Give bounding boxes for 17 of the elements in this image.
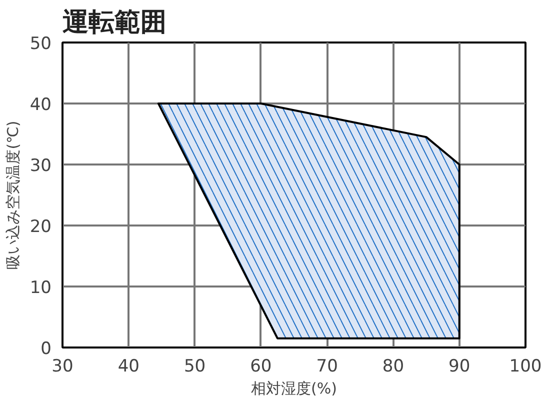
x-tick-label: 30 (52, 356, 74, 376)
y-tick-label: 50 (30, 34, 52, 54)
y-tick-label: 20 (30, 217, 52, 237)
y-tick-label: 40 (30, 95, 52, 115)
x-tick-label: 70 (316, 356, 338, 376)
x-tick-label: 60 (250, 356, 272, 376)
y-tick-label: 0 (40, 339, 52, 359)
x-tick-label: 90 (448, 356, 470, 376)
chart-title: 運転範囲 (62, 8, 166, 38)
x-tick-label: 80 (382, 356, 404, 376)
y-tick-label: 10 (30, 278, 52, 298)
x-tick-label: 40 (118, 356, 140, 376)
x-tick-label: 50 (184, 356, 206, 376)
y-axis-title: 吸い込み空気温度(℃) (4, 120, 22, 270)
y-tick-label: 30 (30, 156, 52, 176)
x-axis-title: 相対湿度(%) (251, 380, 337, 398)
x-tick-label: 100 (509, 356, 542, 376)
